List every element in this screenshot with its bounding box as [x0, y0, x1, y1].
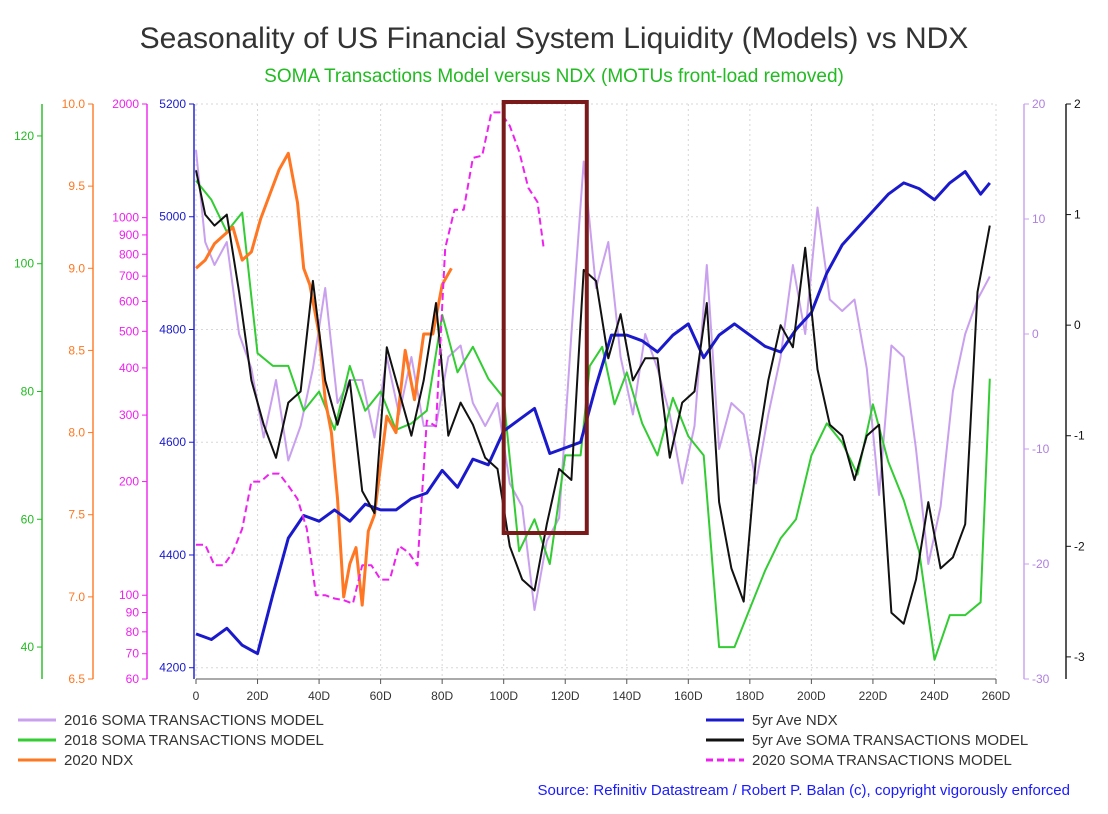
- left_blue-tick-label: 4400: [159, 548, 186, 562]
- left_magenta-tick-label: 1000: [112, 211, 139, 225]
- x-tick-label: 140D: [612, 689, 641, 703]
- legend-label: 2018 SOMA TRANSACTIONS MODEL: [64, 732, 324, 749]
- source-note: Source: Refinitiv Datastream / Robert P.…: [538, 782, 1070, 799]
- right_lilac-tick-label: 0: [1032, 327, 1039, 341]
- left_magenta-tick-label: 500: [119, 324, 139, 338]
- left_orange-tick-label: 10.0: [62, 97, 86, 111]
- left_orange-tick-label: 8.0: [68, 426, 85, 440]
- series-line-4: [195, 170, 991, 625]
- right_lilac-tick-label: 10: [1032, 212, 1046, 226]
- right_lilac-tick-label: -30: [1032, 672, 1050, 686]
- x-tick-label: 120D: [551, 689, 580, 703]
- left_magenta-tick-label: 80: [126, 625, 140, 639]
- chart-subtitle: SOMA Transactions Model versus NDX (MOTU…: [264, 66, 844, 87]
- left_blue-tick-label: 5200: [159, 97, 186, 111]
- legend: 2016 SOMA TRANSACTIONS MODEL 2018 SOMA TR…: [18, 712, 1028, 769]
- x-tick-label: 220D: [859, 689, 888, 703]
- right_black-tick-label: -1: [1074, 429, 1085, 443]
- left_magenta-tick-label: 60: [126, 672, 140, 686]
- highlight-box: [501, 100, 589, 535]
- left_orange-tick-label: 6.5: [68, 672, 85, 686]
- left_blue-tick-label: 4200: [159, 661, 186, 675]
- x-tick-label: 0: [193, 689, 200, 703]
- left_green-tick-label: 40: [21, 640, 35, 654]
- left_blue-tick-label: 4800: [159, 322, 186, 336]
- annotation-group: [501, 100, 589, 535]
- x-tick-label: 40D: [308, 689, 330, 703]
- chart-title: Seasonality of US Financial System Liqui…: [140, 22, 969, 55]
- left_blue-tick-label: 5000: [159, 210, 186, 224]
- left_orange-tick-label: 8.5: [68, 343, 85, 357]
- legend-label: 5yr Ave NDX: [752, 712, 838, 729]
- left_magenta-tick-label: 300: [119, 408, 139, 422]
- left_orange-tick-label: 9.0: [68, 261, 85, 275]
- left_blue-tick-label: 4600: [159, 435, 186, 449]
- left_green-tick-label: 100: [14, 257, 34, 271]
- x-tick-label: 160D: [674, 689, 703, 703]
- left_green-tick-label: 60: [21, 512, 35, 526]
- left_magenta-tick-label: 900: [119, 228, 139, 242]
- left_magenta-tick-label: 200: [119, 475, 139, 489]
- x-tick-label: 80D: [431, 689, 453, 703]
- left_orange-tick-label: 7.5: [68, 508, 85, 522]
- series-line-2: [195, 151, 453, 607]
- legend-label: 2020 SOMA TRANSACTIONS MODEL: [752, 752, 1012, 769]
- left_orange-tick-label: 7.0: [68, 590, 85, 604]
- left_orange-tick-label: 9.5: [68, 179, 85, 193]
- x-tick-label: 20D: [247, 689, 269, 703]
- left_magenta-tick-label: 90: [126, 606, 140, 620]
- x-tick-label: 260D: [982, 689, 1011, 703]
- x-tick-label: 180D: [736, 689, 765, 703]
- left_magenta-tick-label: 2000: [112, 97, 139, 111]
- axes: 0 20D 40D 60D 80D 100D 120D 140D 160D 180D 200D 220…: [14, 97, 1085, 703]
- right_lilac-tick-label: -10: [1032, 442, 1050, 456]
- right_black-tick-label: -3: [1074, 650, 1085, 664]
- legend-label: 2016 SOMA TRANSACTIONS MODEL: [64, 712, 324, 729]
- series-line-0: [195, 149, 991, 611]
- left_green-tick-label: 120: [14, 129, 34, 143]
- legend-label: 2020 NDX: [64, 752, 133, 769]
- series-line-5: [196, 111, 545, 605]
- x-tick-label: 200D: [797, 689, 826, 703]
- left_magenta-tick-label: 700: [119, 269, 139, 283]
- x-tick-label: 100D: [489, 689, 518, 703]
- series-line-3: [195, 170, 991, 656]
- left_magenta-tick-label: 600: [119, 294, 139, 308]
- left_magenta-tick-label: 400: [119, 361, 139, 375]
- right_lilac-tick-label: 20: [1032, 97, 1046, 111]
- right_black-tick-label: 2: [1074, 97, 1081, 111]
- left_magenta-tick-label: 800: [119, 247, 139, 261]
- left_magenta-tick-label: 70: [126, 647, 140, 661]
- right_black-tick-label: 0: [1074, 318, 1081, 332]
- left_magenta-tick-label: 100: [119, 588, 139, 602]
- x-tick-label: 240D: [920, 689, 949, 703]
- legend-label: 5yr Ave SOMA TRANSACTIONS MODEL: [752, 732, 1028, 749]
- x-tick-label: 60D: [370, 689, 392, 703]
- right_lilac-tick-label: -20: [1032, 557, 1050, 571]
- right_black-tick-label: -2: [1074, 539, 1085, 553]
- left_green-tick-label: 80: [21, 385, 35, 399]
- series-group: [195, 111, 991, 661]
- right_black-tick-label: 1: [1074, 208, 1081, 222]
